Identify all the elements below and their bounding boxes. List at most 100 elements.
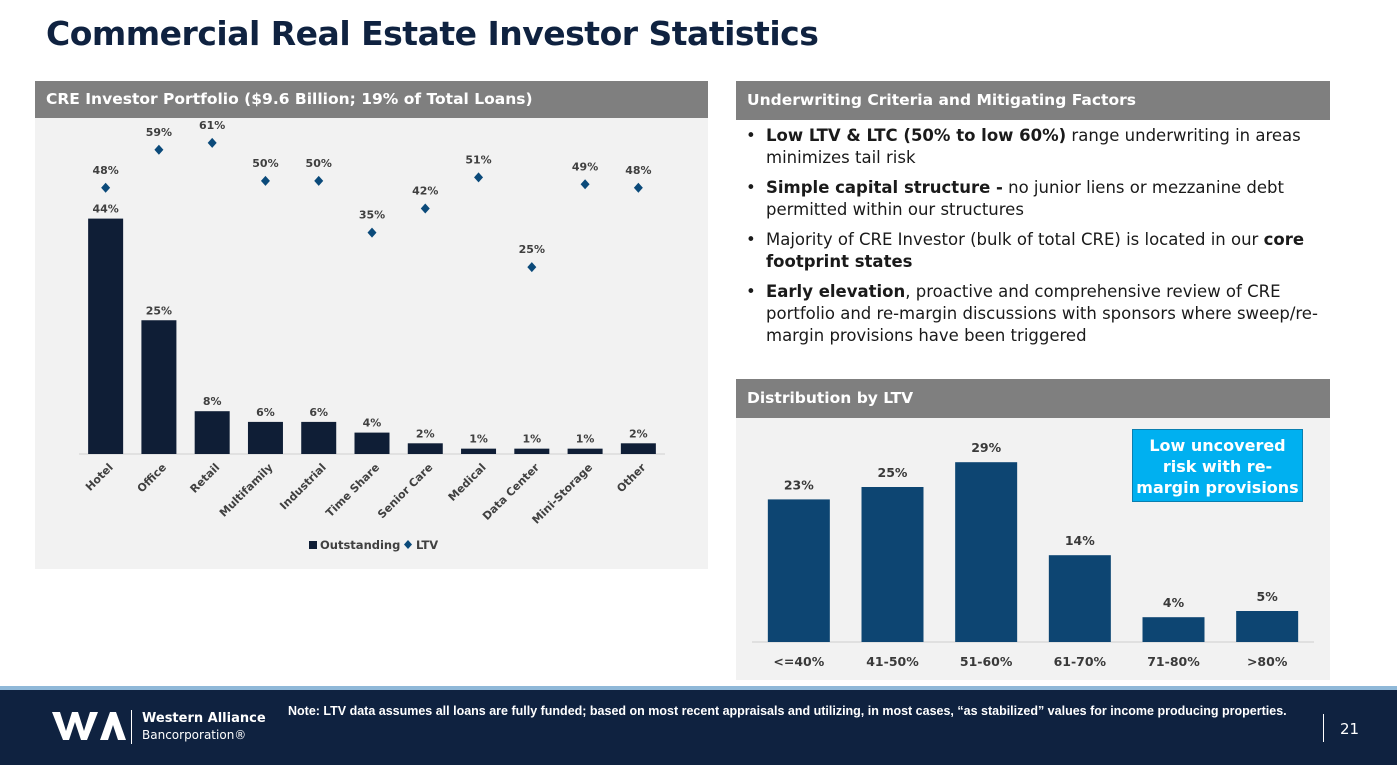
bullet-marker: • <box>746 282 756 301</box>
ltv-bucket-bar <box>955 462 1018 642</box>
ltv-bucket-data-label: 4% <box>1163 595 1185 610</box>
outstanding-data-label: 25% <box>146 304 172 317</box>
ltv-data-label: 42% <box>412 184 438 197</box>
ltv-bucket-bar <box>1142 617 1205 642</box>
ltv-bucket-tick-label: >80% <box>1247 654 1288 669</box>
ltv-bucket-tick-label: <=40% <box>773 654 824 669</box>
legend-outstanding-label: Outstanding <box>320 538 400 552</box>
company-name: Western Alliance <box>142 711 266 726</box>
ltv-distribution-panel: Distribution by LTV 23% <=40% 25% 41-50% 29%… <box>736 379 1330 680</box>
ltv-bucket-tick-label: 51-60% <box>960 654 1013 669</box>
ltv-bucket-tick-label: 71-80% <box>1147 654 1200 669</box>
outstanding-bar <box>620 443 656 454</box>
category-tick-label: Hotel <box>83 461 116 494</box>
category-tick-label: Time Share <box>323 461 382 520</box>
page-title: Commercial Real Estate Investor Statisti… <box>46 14 819 53</box>
outstanding-data-label: 6% <box>256 406 275 419</box>
bullet-marker: • <box>746 230 756 249</box>
ltv-bucket-data-label: 5% <box>1257 589 1279 604</box>
ltv-bucket-data-label: 23% <box>784 477 814 492</box>
bullet-text: Majority of CRE Investor (bulk of total … <box>766 230 1264 249</box>
outstanding-bar <box>567 448 603 454</box>
bullet-text: no junior liens or mezzanine debt permit… <box>766 178 1284 219</box>
ltv-diamond-marker <box>154 144 164 155</box>
footer: Western Alliance Bancorporation® Note: L… <box>0 690 1397 765</box>
ltv-bucket-data-label: 29% <box>971 440 1001 455</box>
outstanding-bar <box>407 443 443 454</box>
ltv-diamond-marker <box>527 262 537 273</box>
page-number: 21 <box>1340 720 1360 738</box>
ltv-bucket-tick-label: 41-50% <box>866 654 919 669</box>
ltv-diamond-marker <box>580 179 590 190</box>
outstanding-bar <box>301 421 337 454</box>
ltv-bucket-bar <box>1048 555 1111 642</box>
ltv-data-label: 48% <box>625 164 651 177</box>
bullet-bold-tail: core footprint states <box>766 230 1305 271</box>
outstanding-data-label: 1% <box>576 433 595 446</box>
outstanding-data-label: 1% <box>522 433 541 446</box>
ltv-diamond-marker <box>314 175 324 186</box>
underwriting-bullet: • Majority of CRE Investor (bulk of total… <box>744 229 1330 273</box>
category-tick-label: Senior Care <box>375 461 435 521</box>
bullet-bold-lead: Early elevation <box>766 282 906 301</box>
outstanding-bar <box>461 448 497 454</box>
outstanding-bar <box>514 448 550 454</box>
outstanding-data-label: 8% <box>203 395 222 408</box>
company-subname: Bancorporation® <box>142 728 247 742</box>
cre-portfolio-panel: CRE Investor Portfolio ($9.6 Billion; 19… <box>35 81 708 569</box>
outstanding-data-label: 1% <box>469 433 488 446</box>
ltv-distribution-chart: 23% <=40% 25% 41-50% 29% 51-60% 14% 61-70% 4% 71-… <box>752 440 1314 669</box>
underwriting-bullet-list: • Low LTV & LTC (50% to low 60%) range un… <box>744 125 1330 355</box>
outstanding-data-label: 44% <box>92 203 118 216</box>
bullet-bold-lead: Simple capital structure - <box>766 178 1003 197</box>
underwriting-header: Underwriting Criteria and Mitigating Fac… <box>736 81 1330 120</box>
legend-ltv-label: LTV <box>416 538 438 552</box>
logo-divider <box>131 710 132 744</box>
category-tick-label: Retail <box>188 461 223 496</box>
ltv-data-label: 50% <box>252 157 278 170</box>
bullet-text: , proactive and comprehensive review of … <box>766 282 1318 345</box>
outstanding-bar <box>354 432 390 454</box>
footnote: Note: LTV data assumes all loans are ful… <box>288 704 1287 718</box>
bullet-bold-lead: Low LTV & LTC (50% to low 60%) <box>766 126 1067 145</box>
ltv-data-label: 59% <box>146 126 172 139</box>
cre-portfolio-chart: 44% 48% Hotel 25% 59% Office 8% 61% Retail 6% 50% M… <box>79 119 665 552</box>
legend-outstanding-swatch <box>309 541 317 549</box>
category-tick-label: Multifamily <box>217 461 276 520</box>
ltv-diamond-marker <box>474 172 484 183</box>
ltv-diamond-marker <box>207 137 217 148</box>
underwriting-bullet: • Early elevation, proactive and comprehe… <box>744 281 1330 347</box>
ltv-diamond-marker <box>633 182 643 193</box>
ltv-diamond-marker <box>101 182 111 193</box>
underwriting-bullet: • Low LTV & LTC (50% to low 60%) range un… <box>744 125 1330 169</box>
legend-ltv-swatch <box>404 540 412 549</box>
ltv-data-label: 48% <box>92 164 118 177</box>
remargin-callout: Low uncovered risk with re-margin provis… <box>1132 429 1303 502</box>
footer-accent-line <box>0 686 1397 690</box>
outstanding-bar <box>247 421 283 454</box>
outstanding-bar <box>194 411 230 454</box>
ltv-data-label: 61% <box>199 119 225 132</box>
ltv-bucket-data-label: 25% <box>878 465 908 480</box>
category-tick-label: Industrial <box>277 461 328 512</box>
ltv-diamond-marker <box>367 227 377 238</box>
underwriting-bullet: • Simple capital structure - no junior li… <box>744 177 1330 221</box>
bullet-marker: • <box>746 126 756 145</box>
ltv-data-label: 51% <box>465 153 491 166</box>
outstanding-bar <box>141 320 177 454</box>
ltv-bucket-tick-label: 61-70% <box>1054 654 1107 669</box>
ltv-diamond-marker <box>260 175 270 186</box>
outstanding-data-label: 4% <box>363 417 382 430</box>
ltv-data-label: 25% <box>519 243 545 256</box>
category-tick-label: Medical <box>446 461 489 504</box>
bullet-text: range underwriting in areas minimizes ta… <box>766 126 1301 167</box>
bullet-marker: • <box>746 178 756 197</box>
cre-portfolio-header: CRE Investor Portfolio ($9.6 Billion; 19… <box>35 81 708 118</box>
page-number-divider <box>1323 714 1324 742</box>
ltv-bucket-bar <box>861 487 924 642</box>
ltv-distribution-header: Distribution by LTV <box>736 379 1330 418</box>
western-alliance-logo-icon <box>52 712 126 740</box>
ltv-bucket-bar <box>767 499 830 642</box>
ltv-data-label: 49% <box>572 160 598 173</box>
ltv-data-label: 35% <box>359 209 385 222</box>
